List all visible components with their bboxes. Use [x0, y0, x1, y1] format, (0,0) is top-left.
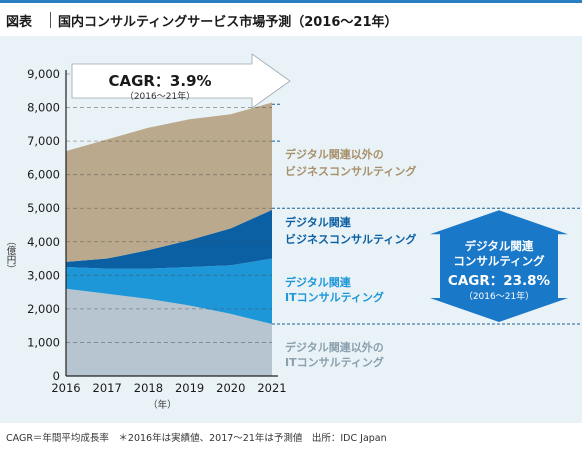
area-chart: 0 1,000 2,000 3,000 4,000 5,000 6,000 7,000 8,00…	[5, 53, 580, 411]
title-divider	[50, 12, 51, 28]
cagr-total-period: （2016〜21年）	[125, 90, 195, 102]
cagr-total-label: CAGR：3.9%	[108, 72, 211, 90]
figure-label: 図表	[6, 15, 33, 30]
y-tick-label: 8,000	[27, 101, 60, 115]
y-tick-label: 6,000	[27, 168, 60, 182]
series-label-line1: デジタル関連以外の	[285, 340, 384, 354]
series-label-line1: デジタル関連	[285, 275, 352, 289]
x-tick-label: 2021	[257, 381, 286, 395]
y-tick-label: 4,000	[27, 235, 60, 249]
x-tick-label: 2017	[93, 381, 122, 395]
chart-title: 国内コンサルティングサービス市場予測（2016〜21年）	[58, 15, 398, 30]
y-axis-label: （億円）	[5, 236, 17, 274]
cagr-digital-label: CAGR：23.8%	[448, 273, 551, 289]
x-axis-label: （年）	[148, 399, 177, 411]
y-tick-label: 2,000	[27, 302, 60, 316]
series-area-2	[66, 258, 272, 324]
x-tick-label: 2019	[175, 381, 204, 395]
series-label-line2: ビジネスコンサルティング	[285, 232, 416, 246]
series-label-line1: デジタル関連以外の	[285, 147, 384, 161]
x-tick-label: 2018	[134, 381, 163, 395]
series-label-line1: デジタル関連	[285, 215, 352, 229]
y-tick-label: 0	[53, 369, 60, 383]
y-tick-label: 7,000	[27, 134, 60, 148]
x-tick-label: 2020	[216, 381, 245, 395]
cagr-digital-arrow	[430, 210, 568, 322]
y-tick-label: 1,000	[27, 335, 60, 349]
series-label-line2: ITコンサルティング	[285, 355, 384, 369]
y-tick-label: 3,000	[27, 268, 60, 282]
cagr-arrow	[71, 53, 291, 109]
y-tick-label: 9,000	[27, 67, 60, 81]
chart-panel: 0 1,000 2,000 3,000 4,000 5,000 6,000 7,000 8,00…	[0, 36, 582, 423]
y-tick-label: 5,000	[27, 201, 60, 215]
series-area-1	[66, 288, 272, 376]
series-label-line2: ITコンサルティング	[285, 290, 384, 304]
cagr-digital-period: （2016〜21年）	[464, 290, 534, 302]
cagr-digital-line2: コンサルティング	[453, 254, 545, 268]
series-area-3	[66, 209, 272, 269]
cagr-digital-line1: デジタル関連	[465, 239, 534, 253]
series-label-line2: ビジネスコンサルティング	[285, 164, 416, 178]
title-bar: 図表 国内コンサルティングサービス市場予測（2016〜21年）	[0, 0, 582, 36]
series-area-4	[66, 102, 272, 262]
x-tick-label: 2016	[51, 381, 80, 395]
footnote: CAGR＝年間平均成長率 ＊2016年は実績値、2017〜21年は予測値 出所：…	[6, 433, 387, 444]
